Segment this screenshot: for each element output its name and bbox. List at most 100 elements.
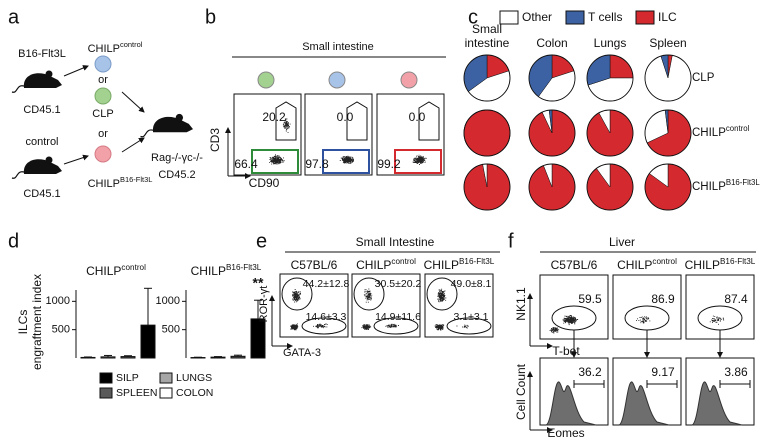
y-tick-label: 1000 (46, 295, 70, 307)
legend-swatch (499, 10, 519, 25)
row-label: CLP (692, 72, 715, 84)
label: CD90 (249, 176, 280, 190)
flow-plot (685, 274, 755, 340)
label: Liver (609, 235, 635, 249)
legend-swatch (159, 372, 173, 384)
label: CD3 (208, 128, 222, 152)
axis-title: ILCs (16, 310, 30, 335)
column-header: CHILPB16-Flt3L (685, 257, 756, 272)
panel-label: f (508, 230, 514, 252)
pie-outline (644, 54, 692, 102)
pie-outline (463, 163, 511, 211)
flow-events (412, 154, 427, 165)
flow-events (313, 323, 328, 329)
label-base: CHILP (692, 127, 726, 139)
label: Small intestine (302, 41, 374, 53)
label: 3.1±3.1 (454, 311, 489, 323)
flow-plot (279, 273, 349, 338)
column-header: Lungs (594, 36, 627, 50)
label: ROR-γt (258, 286, 270, 323)
flow-events (363, 288, 373, 303)
label-base: CHILP (356, 258, 391, 272)
bar (210, 356, 226, 359)
row-label: CHILPcontrol (692, 124, 750, 139)
label: or (98, 74, 108, 86)
row-label: CHILPB16-Flt3L (692, 178, 760, 193)
label: 59.5 (578, 292, 602, 306)
axis-title: engraftment index (30, 274, 44, 370)
column-header: intestine (465, 36, 510, 50)
column-header: C57BL/6 (551, 258, 598, 272)
label: CLP (92, 108, 113, 120)
y-tick-label: 500 (162, 324, 180, 336)
flow-plot (233, 93, 302, 176)
gate (394, 149, 442, 174)
panel-label: a (8, 6, 20, 28)
bar (120, 356, 136, 359)
arrow (63, 154, 89, 165)
label: 66.4 (234, 157, 258, 171)
label: 87.4 (724, 292, 748, 306)
label-base: CHILP (88, 178, 120, 190)
flow-plot (539, 274, 609, 340)
flow-events (282, 118, 291, 133)
cell-dot (257, 71, 275, 89)
chart-title: CHILPcontrol (86, 263, 146, 278)
mouse-tail (11, 85, 25, 93)
flow-events (709, 315, 725, 325)
gate (281, 277, 313, 311)
label: NK1.1 (514, 287, 528, 321)
label-base: CHILP (424, 258, 459, 272)
flow-plot (351, 273, 421, 338)
bar (140, 324, 156, 359)
label-superscript: control (391, 257, 416, 266)
gate (418, 101, 440, 141)
label: 3.86 (724, 365, 748, 379)
label-superscript: B16-Flt3L (459, 257, 495, 266)
pie-outline (528, 163, 576, 211)
label: or (98, 128, 108, 140)
label: GATA-3 (283, 347, 321, 359)
label: CHILPcontrol (88, 40, 143, 55)
label: 49.0±8.1 (451, 278, 492, 290)
label: T-bet (552, 344, 580, 358)
pie-outline (644, 109, 692, 157)
label: B16-Flt3L (18, 48, 66, 60)
bar (230, 355, 246, 359)
mouse-icon (23, 159, 63, 174)
column-header: CHILPB16-Flt3L (424, 257, 495, 272)
label-superscript: B16-Flt3L (726, 178, 760, 187)
flow-events (361, 324, 372, 330)
label: control (25, 136, 58, 148)
bar (250, 318, 266, 359)
gate (322, 149, 370, 174)
label: 86.9 (651, 292, 675, 306)
column-header: Small (472, 22, 502, 36)
column-header: Colon (536, 36, 567, 50)
flow-events (437, 288, 447, 303)
mouse-ear (45, 156, 53, 164)
label: 44.2±12.8 (303, 278, 350, 290)
flow-events (636, 316, 651, 324)
mouse-tail (11, 171, 25, 179)
flow-events (385, 323, 399, 328)
cell-dot (94, 87, 112, 105)
histogram (545, 381, 597, 426)
label: 9.17 (651, 365, 675, 379)
pie-outline (586, 109, 634, 157)
pie-outline (644, 163, 692, 211)
gate (446, 317, 492, 335)
flow-events (290, 323, 299, 331)
legend-swatch (99, 387, 113, 399)
label: 30.5±20.2 (375, 278, 422, 290)
flow-plot (424, 273, 494, 338)
cell-dot (94, 145, 112, 163)
pie-outline (463, 109, 511, 157)
label: 14.6±3.3 (306, 311, 347, 323)
label: 97.8 (305, 157, 329, 171)
legend-swatch (635, 10, 655, 25)
label: 14.9±11.6 (375, 311, 421, 323)
histogram (691, 381, 743, 426)
label-base: CHILP (685, 258, 720, 272)
legend-label: LUNGS (176, 372, 212, 384)
